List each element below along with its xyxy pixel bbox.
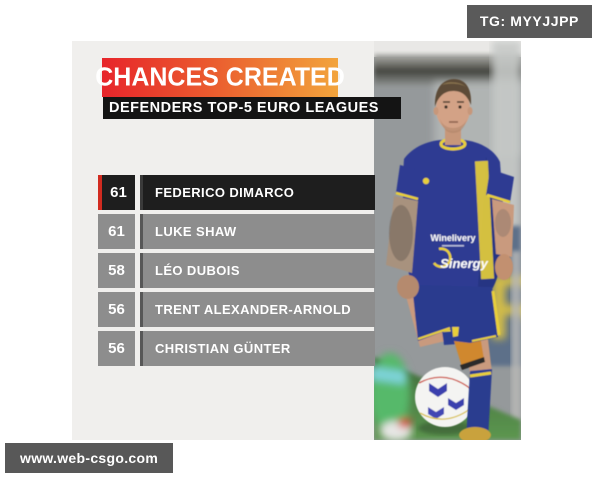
ranking-row: 56 TRENT ALEXANDER-ARNOLD — [98, 292, 375, 327]
rank-value: 56 — [98, 292, 135, 327]
rank-value: 61 — [98, 214, 135, 249]
player-photo: R — [374, 41, 521, 440]
ranking-row: 58 LÉO DUBOIS — [98, 253, 375, 288]
player-figure: Winelivery Sinergy — [386, 79, 514, 440]
stats-card: CHANCES CREATED DEFENDERS TOP-5 EURO LEA… — [72, 41, 521, 440]
player-photo-illustration: R — [374, 41, 521, 440]
ranking-row: 61 FEDERICO DIMARCO — [98, 175, 375, 210]
rank-value: 61 — [98, 175, 135, 210]
watermark-url-badge: www.web-csgo.com — [5, 443, 174, 473]
football — [415, 367, 475, 427]
ranking-list: 61 FEDERICO DIMARCO 61 LUKE SHAW 58 LÉO … — [98, 175, 375, 370]
telegram-handle-badge: TG: MYYJJPP — [466, 5, 592, 38]
background-player — [374, 353, 412, 440]
player-name: LUKE SHAW — [140, 214, 375, 249]
jersey-sponsor-primary: Winelivery — [431, 233, 476, 243]
ball-shadow — [418, 421, 472, 435]
player-name: FEDERICO DIMARCO — [140, 175, 375, 210]
player-name: CHRISTIAN GÜNTER — [140, 331, 375, 366]
ranking-row: 61 LUKE SHAW — [98, 214, 375, 249]
title-banner: CHANCES CREATED — [95, 58, 345, 97]
chart-title: CHANCES CREATED — [95, 62, 345, 92]
jersey-sponsor-secondary: Sinergy — [440, 256, 488, 271]
ranking-row: 56 CHRISTIAN GÜNTER — [98, 331, 375, 366]
player-name: LÉO DUBOIS — [140, 253, 375, 288]
rank-value: 58 — [98, 253, 135, 288]
player-name: TRENT ALEXANDER-ARNOLD — [140, 292, 375, 327]
rank-value: 56 — [98, 331, 135, 366]
chart-subtitle: DEFENDERS TOP-5 EURO LEAGUES — [103, 97, 401, 119]
